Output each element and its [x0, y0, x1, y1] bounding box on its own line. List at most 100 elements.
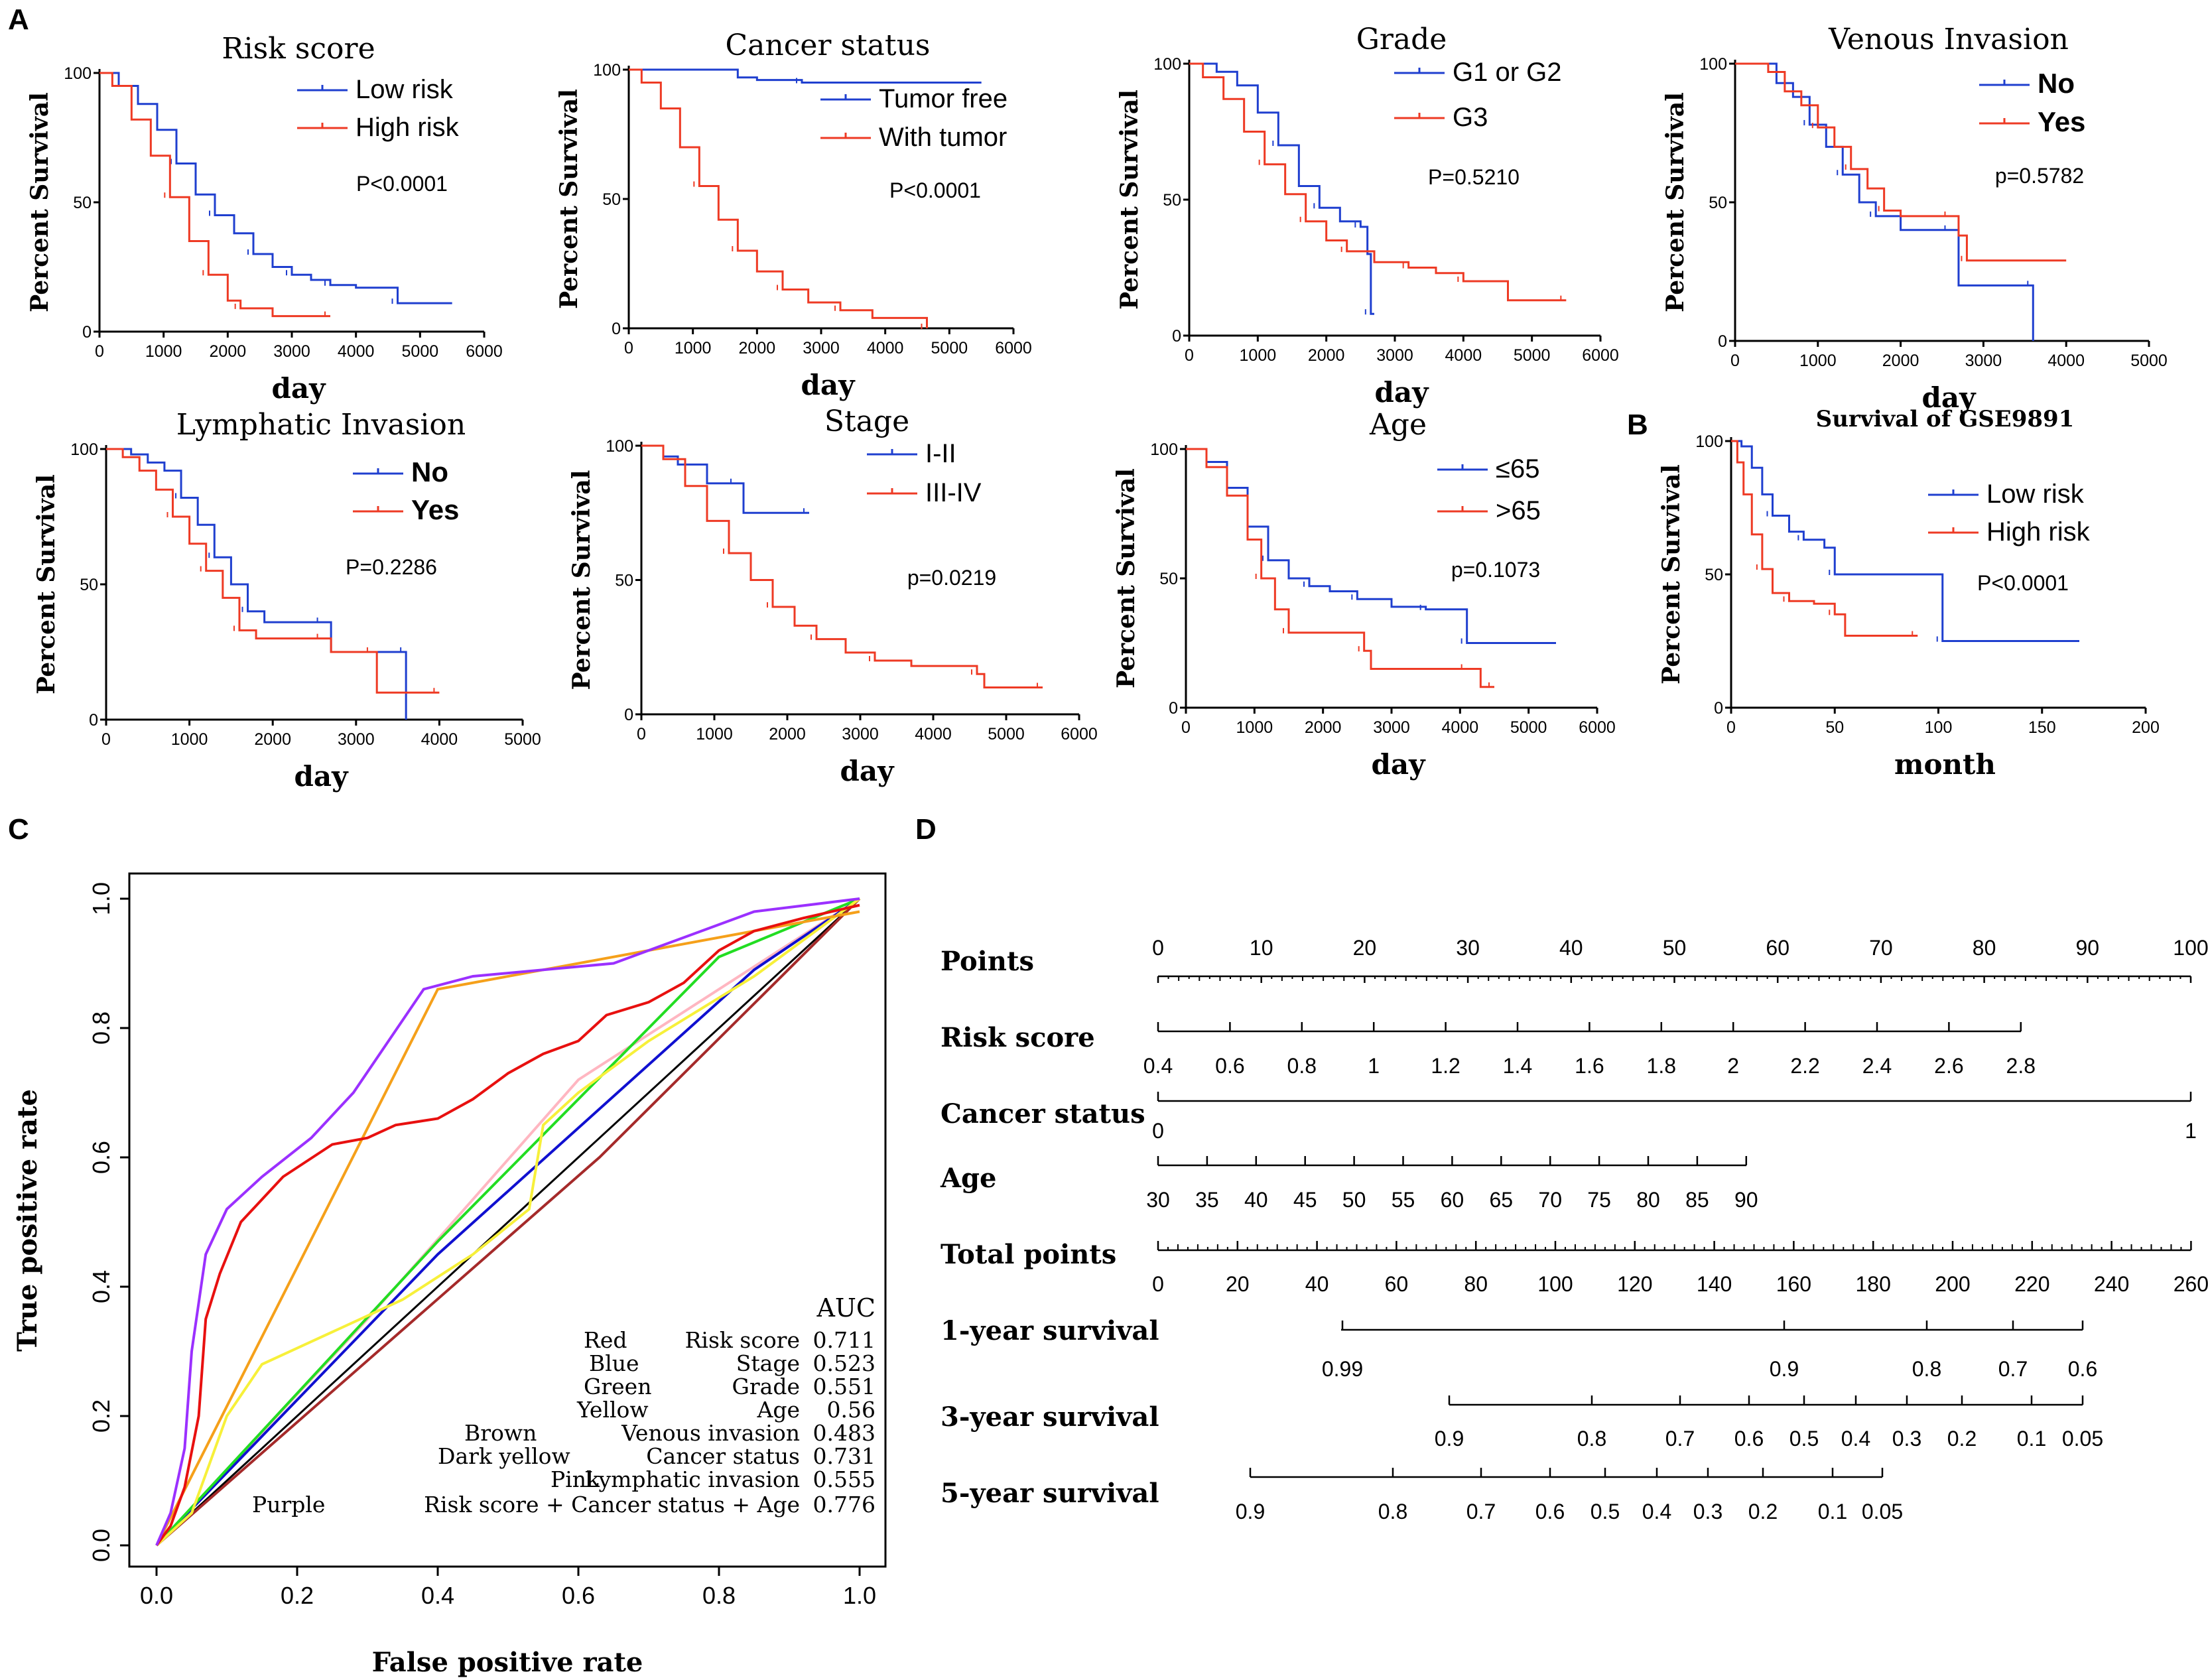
- row-tick-label: 60: [1385, 1272, 1409, 1296]
- p-value: p=0.5782: [1995, 164, 2084, 188]
- row-tick-label: 90: [2076, 936, 2100, 960]
- row-tick-label: 50: [1663, 936, 1687, 960]
- row-tick-label: 0.9: [1236, 1500, 1265, 1523]
- legend-color-name: Pink: [551, 1466, 600, 1492]
- legend-label: No: [2038, 68, 2075, 99]
- legend-label: G1 or G2: [1453, 58, 1562, 87]
- row-tick-label: 0.2: [1947, 1427, 1977, 1451]
- legend-auc: 0.711: [813, 1327, 876, 1353]
- row-tick-label: 0.4: [1841, 1427, 1870, 1451]
- x-axis-label: month: [1894, 748, 1996, 781]
- row-tick-label: 100: [2173, 936, 2208, 960]
- x-tick-label: 1.0: [843, 1582, 876, 1609]
- row-tick-label: 0.6: [1535, 1500, 1565, 1523]
- survival-curve-1: [1735, 62, 2067, 262]
- x-tick-label: 0.4: [421, 1582, 454, 1609]
- row-tick-label: 80: [1464, 1272, 1488, 1296]
- x-tick-label: 6000: [1061, 725, 1098, 743]
- x-tick-label: 6000: [1579, 718, 1616, 737]
- x-tick-label: 2000: [1882, 352, 1919, 370]
- x-tick-label: 4000: [421, 730, 458, 749]
- row-tick-label: 0.5: [1789, 1427, 1819, 1451]
- km-chart-venous: 0 1000 2000 3000 4000 5000 0 50 100 Venous Invasi…: [1661, 23, 2168, 414]
- p-value: P=0.2286: [346, 555, 437, 579]
- nomogram-row-6: 3-year survival 0.9 0.8 0.7 0.6 0.5 0.4 0.3 0.2 0…: [941, 1395, 2103, 1451]
- legend-label: Low risk: [356, 75, 454, 104]
- row-tick-label: 0.5: [1591, 1500, 1620, 1523]
- y-tick-label: 50: [73, 194, 92, 212]
- x-axis-label: day: [1372, 748, 1427, 781]
- survival-curve-0: [106, 448, 407, 720]
- nomogram-row-1: Risk score 0.4 0.6 0.8 1 1.2 1.4 1.6 1.8 2 2.2 2.4 2…: [941, 1022, 2036, 1078]
- row-tick-label: 0.8: [1912, 1357, 1941, 1381]
- legend-label: High risk: [356, 113, 460, 142]
- row-tick-label: 0.6: [1734, 1427, 1764, 1451]
- legend-label: Low risk: [1986, 480, 2085, 509]
- survival-curve-1: [1186, 448, 1494, 688]
- legend-color-name: Dark yellow: [438, 1443, 570, 1469]
- row-tick-label: 0.8: [1378, 1500, 1407, 1523]
- x-tick-label: 1000: [1799, 352, 1837, 370]
- row-tick-label: 160: [1776, 1272, 1811, 1296]
- row-tick-label: 70: [1869, 936, 1893, 960]
- roc-chart: 0.0 0.2 0.4 0.6 0.8 1.0 0.0 0.2 0.4 0.6 0.8 1.0 AUC 0…: [12, 872, 887, 1678]
- legend-label: Yes: [2038, 106, 2085, 137]
- legend-color-name: Purple: [252, 1492, 325, 1518]
- row-tick-label: 1.8: [1647, 1054, 1676, 1078]
- row-tick-label: 0.2: [1748, 1500, 1778, 1523]
- row-label: 5-year survival: [941, 1478, 1159, 1509]
- row-tick-label: 220: [2014, 1272, 2049, 1296]
- chart-title: Venous Invasion: [1828, 23, 2069, 56]
- row-tick-label: 30: [1146, 1188, 1170, 1212]
- y-tick-label: 0: [624, 706, 633, 724]
- nomogram-row-4: Total points 0 20 40 60 80 100 120 140 160 180 200 2…: [941, 1239, 2208, 1296]
- row-tick-label: 80: [1636, 1188, 1660, 1212]
- legend-title: AUC: [816, 1293, 876, 1323]
- x-tick-label: 0: [637, 725, 646, 743]
- y-tick-label: 50: [1159, 570, 1178, 588]
- survival-curve-0: [629, 68, 982, 84]
- x-tick-label: 2000: [254, 730, 291, 749]
- panel-letter-d: D: [915, 813, 937, 846]
- x-tick-label: 4000: [1442, 718, 1479, 737]
- x-tick-label: 2000: [769, 725, 806, 743]
- y-tick-label: 0.4: [88, 1270, 115, 1303]
- y-tick-label: 100: [70, 440, 98, 459]
- roc-curve-1: [155, 897, 861, 1547]
- row-tick-label: 0.8: [1577, 1427, 1606, 1451]
- y-axis-label: Percent Survival: [1657, 464, 1685, 684]
- legend-label: >65: [1496, 496, 1541, 525]
- x-tick-label: 0: [1181, 718, 1191, 737]
- y-axis-label: Percent Survival: [1112, 468, 1140, 688]
- p-value: p=0.1073: [1451, 558, 1540, 582]
- y-tick-label: 100: [1695, 432, 1723, 451]
- row-tick-label: 2.4: [1862, 1054, 1892, 1078]
- km-chart-cancer: 0 1000 2000 3000 4000 5000 6000 0 50 100 Cancer st…: [555, 29, 1032, 401]
- row-tick-label: 70: [1538, 1188, 1562, 1212]
- y-tick-label: 50: [602, 190, 621, 209]
- row-tick-label: 0.3: [1892, 1427, 1921, 1451]
- x-tick-label: 0.0: [140, 1582, 173, 1609]
- chart-title: Age: [1369, 408, 1427, 442]
- survival-curve-0: [1189, 62, 1374, 315]
- row-tick-label: 50: [1342, 1188, 1366, 1212]
- x-tick-label: 0: [95, 342, 104, 361]
- y-tick-label: 50: [1709, 194, 1727, 212]
- row-tick-label: 1.4: [1503, 1054, 1532, 1078]
- p-value: P<0.0001: [1977, 571, 2069, 595]
- row-tick-label: 75: [1587, 1188, 1611, 1212]
- y-axis-label: Percent Survival: [26, 92, 54, 312]
- km-chart-stage: 0 1000 2000 3000 4000 5000 6000 0 50 100 Stage I-II…: [568, 405, 1098, 787]
- p-value: p=0.0219: [907, 566, 996, 590]
- row-tick-label: 0: [1152, 936, 1164, 960]
- row-tick-label: 0.99: [1322, 1357, 1363, 1381]
- survival-curve-1: [1731, 440, 1918, 637]
- x-tick-label: 3000: [842, 725, 879, 743]
- x-tick-label: 5000: [504, 730, 541, 749]
- legend-label: Cancer status: [646, 1443, 800, 1469]
- x-tick-label: 0: [624, 339, 633, 357]
- x-tick-label: 200: [2132, 718, 2160, 737]
- row-tick-label: 0.9: [1770, 1357, 1799, 1381]
- y-tick-label: 50: [80, 576, 98, 594]
